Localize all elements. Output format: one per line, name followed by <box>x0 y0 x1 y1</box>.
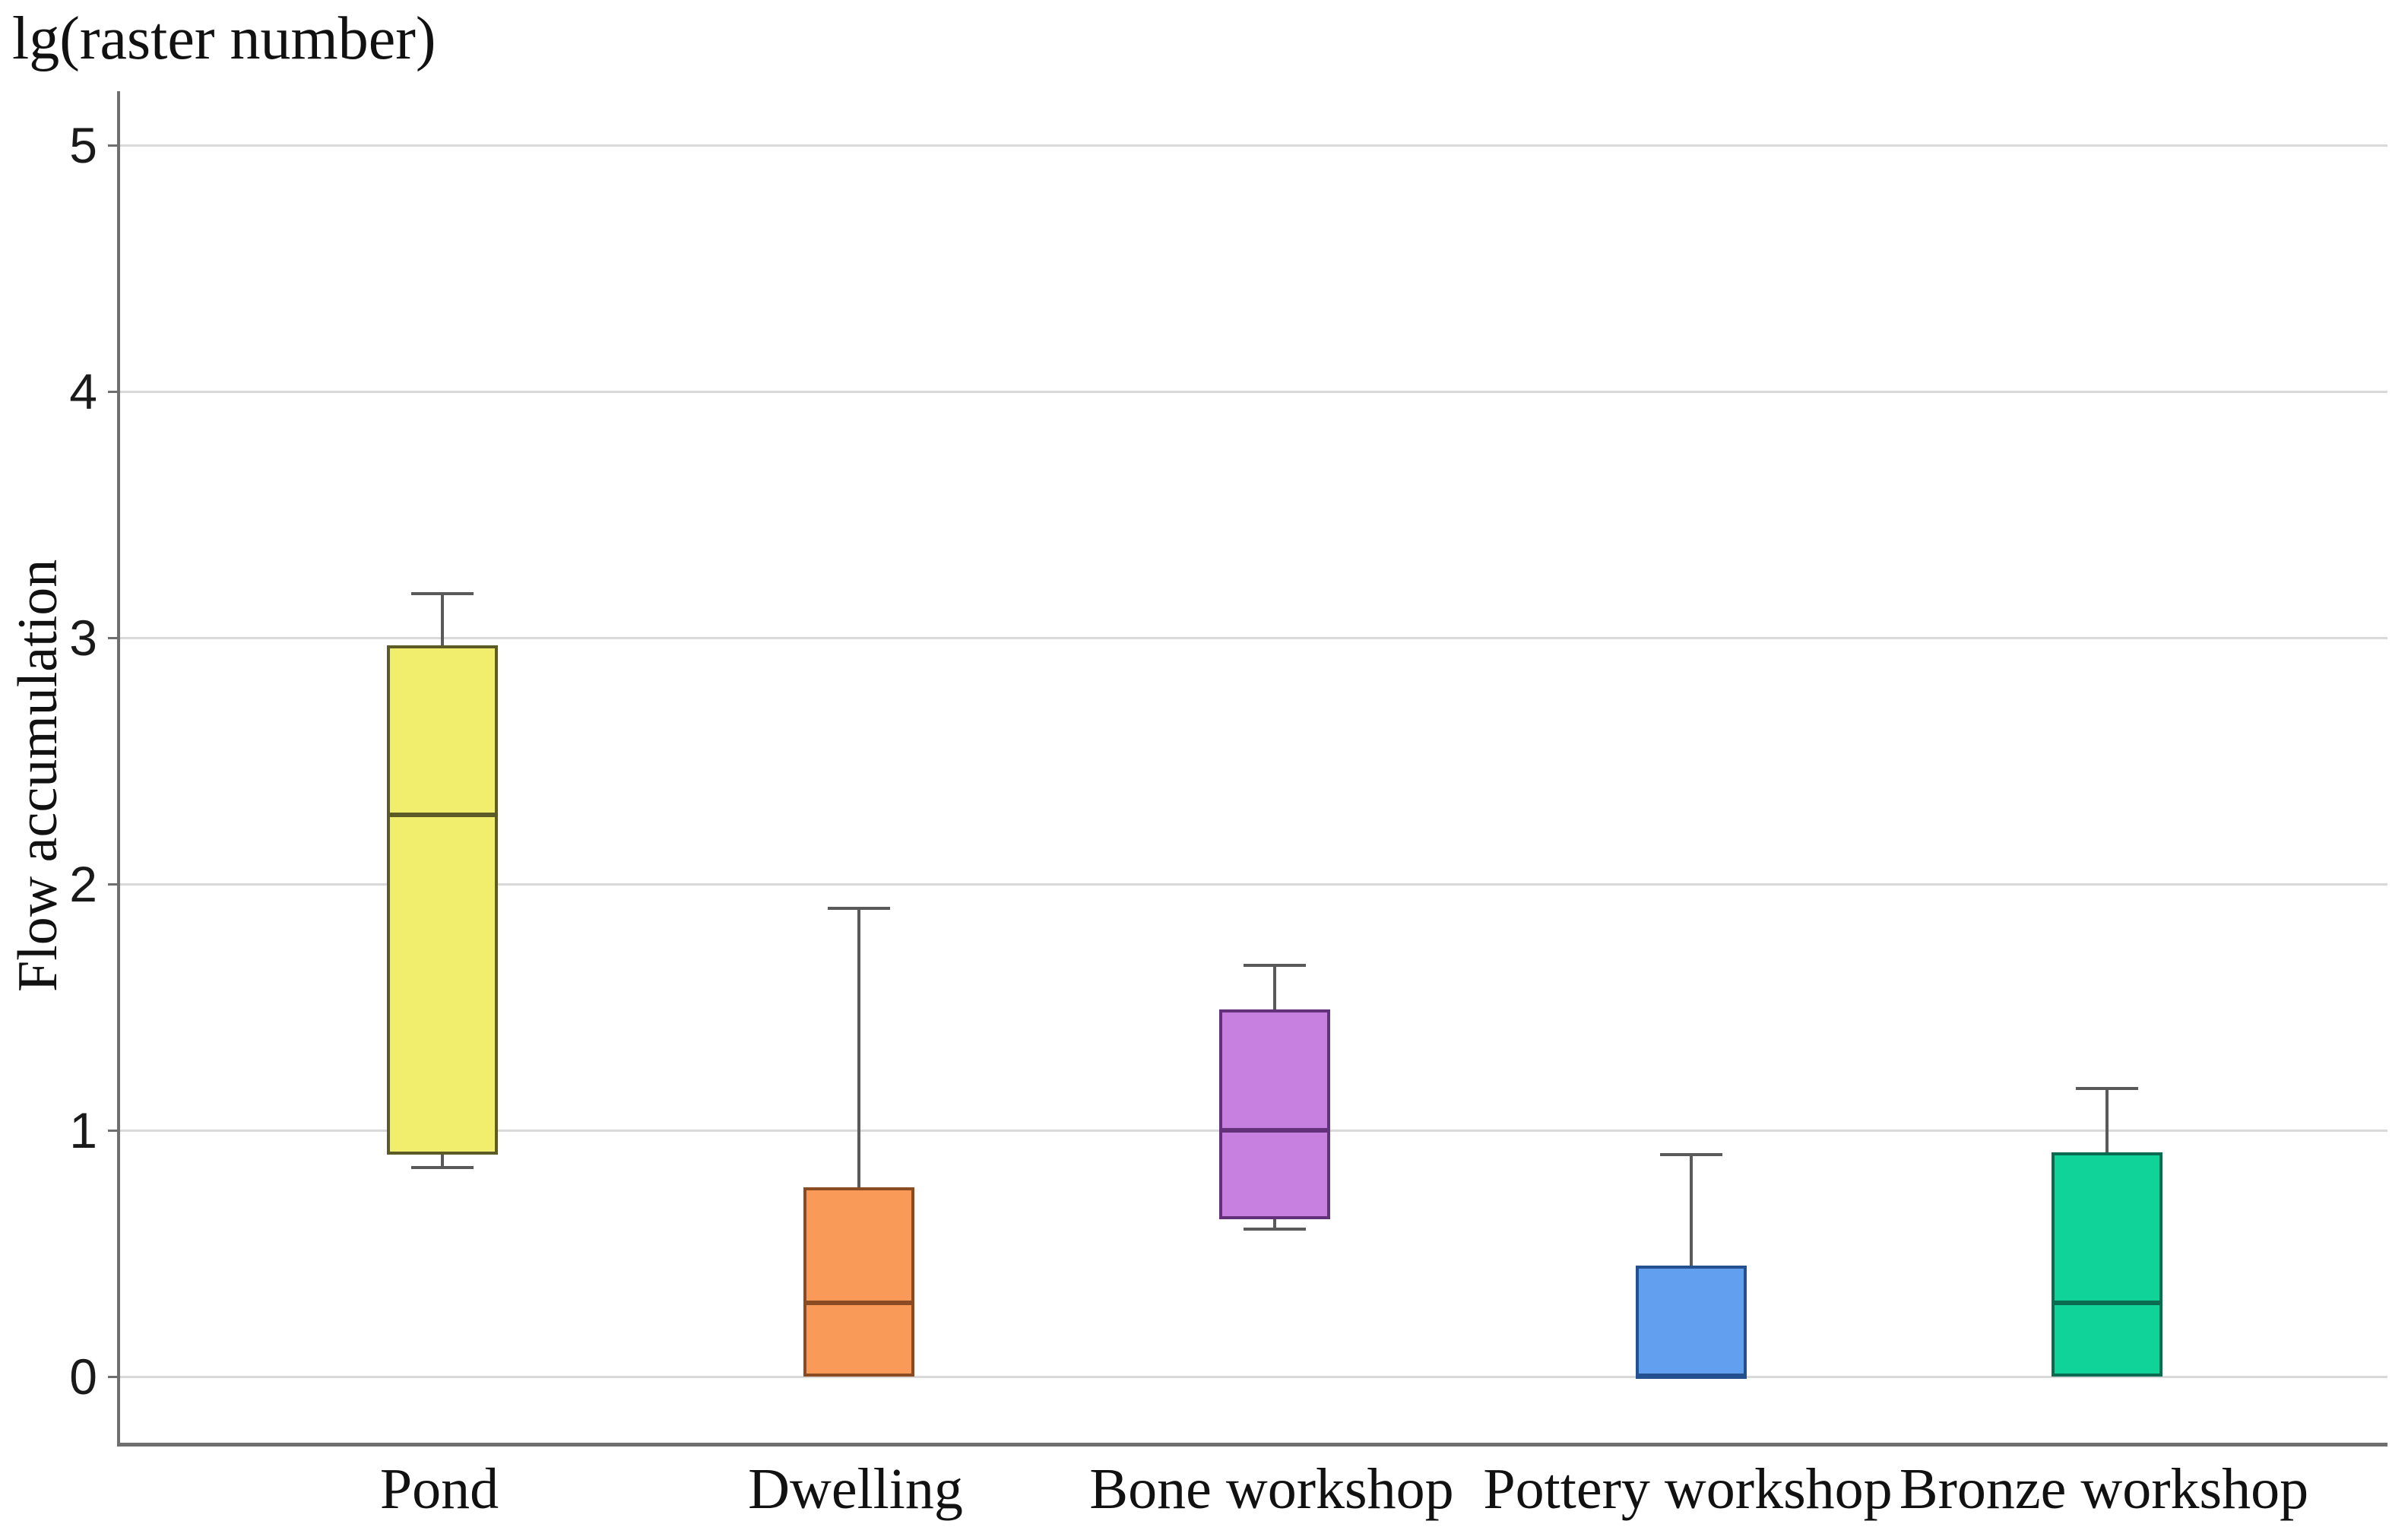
y-tick-mark <box>108 391 120 393</box>
x-category-label-dwelling: Dwelling <box>748 1457 963 1521</box>
y-tick-label-2: 2 <box>69 856 97 912</box>
gridline-y3 <box>120 637 2387 639</box>
gridline-y4 <box>120 391 2387 393</box>
x-category-label-bronze-workshop: Bronze workshop <box>1899 1457 2309 1521</box>
y-tick-label-0: 0 <box>69 1348 97 1405</box>
upper-whisker <box>1689 1155 1693 1266</box>
gridline-y2 <box>120 883 2387 886</box>
upper-whisker-cap <box>1244 963 1306 967</box>
upper-whisker <box>1273 965 1276 1010</box>
lower-whisker-cap <box>411 1165 474 1169</box>
y-tick-mark <box>108 144 120 147</box>
boxplot-box-pond <box>387 645 498 1155</box>
y-tick-label-3: 3 <box>69 610 97 666</box>
boxplot-box-bone-workshop <box>1219 1009 1330 1219</box>
gridline-y0 <box>120 1376 2387 1378</box>
upper-whisker <box>857 908 860 1187</box>
boxplot-box-pottery-workshop <box>1635 1266 1747 1377</box>
boxplot-box-dwelling <box>803 1187 914 1377</box>
y-tick-mark <box>108 637 120 639</box>
gridline-y5 <box>120 144 2387 147</box>
median-line <box>1635 1374 1747 1379</box>
y-tick-mark <box>108 1376 120 1378</box>
y-tick-mark <box>108 1130 120 1132</box>
boxplot-box-bronze-workshop <box>2052 1152 2162 1377</box>
x-category-label-bone-workshop: Bone workshop <box>1089 1457 1454 1521</box>
y-tick-label-4: 4 <box>69 363 97 420</box>
chart-title: lg(raster number) <box>12 5 436 72</box>
median-line <box>1219 1128 1330 1133</box>
median-line <box>2052 1300 2162 1305</box>
x-category-label-pottery-workshop: Pottery workshop <box>1483 1457 1893 1521</box>
median-line <box>803 1300 914 1305</box>
y-tick-label-5: 5 <box>69 117 97 173</box>
upper-whisker <box>2105 1088 2109 1153</box>
y-tick-label-1: 1 <box>69 1102 97 1158</box>
y-tick-mark <box>108 883 120 886</box>
upper-whisker-cap <box>1659 1153 1722 1157</box>
plot-area <box>108 91 2387 1447</box>
upper-whisker <box>441 593 444 645</box>
upper-whisker-cap <box>411 591 474 595</box>
lower-whisker-cap <box>1244 1227 1306 1231</box>
y-axis-label: Flow accumulation <box>7 559 69 992</box>
lower-whisker <box>441 1155 444 1168</box>
lower-whisker <box>1273 1218 1276 1229</box>
upper-whisker-cap <box>2076 1086 2138 1090</box>
upper-whisker-cap <box>827 907 890 911</box>
median-line <box>387 813 498 818</box>
x-category-label-pond: Pond <box>379 1457 499 1521</box>
